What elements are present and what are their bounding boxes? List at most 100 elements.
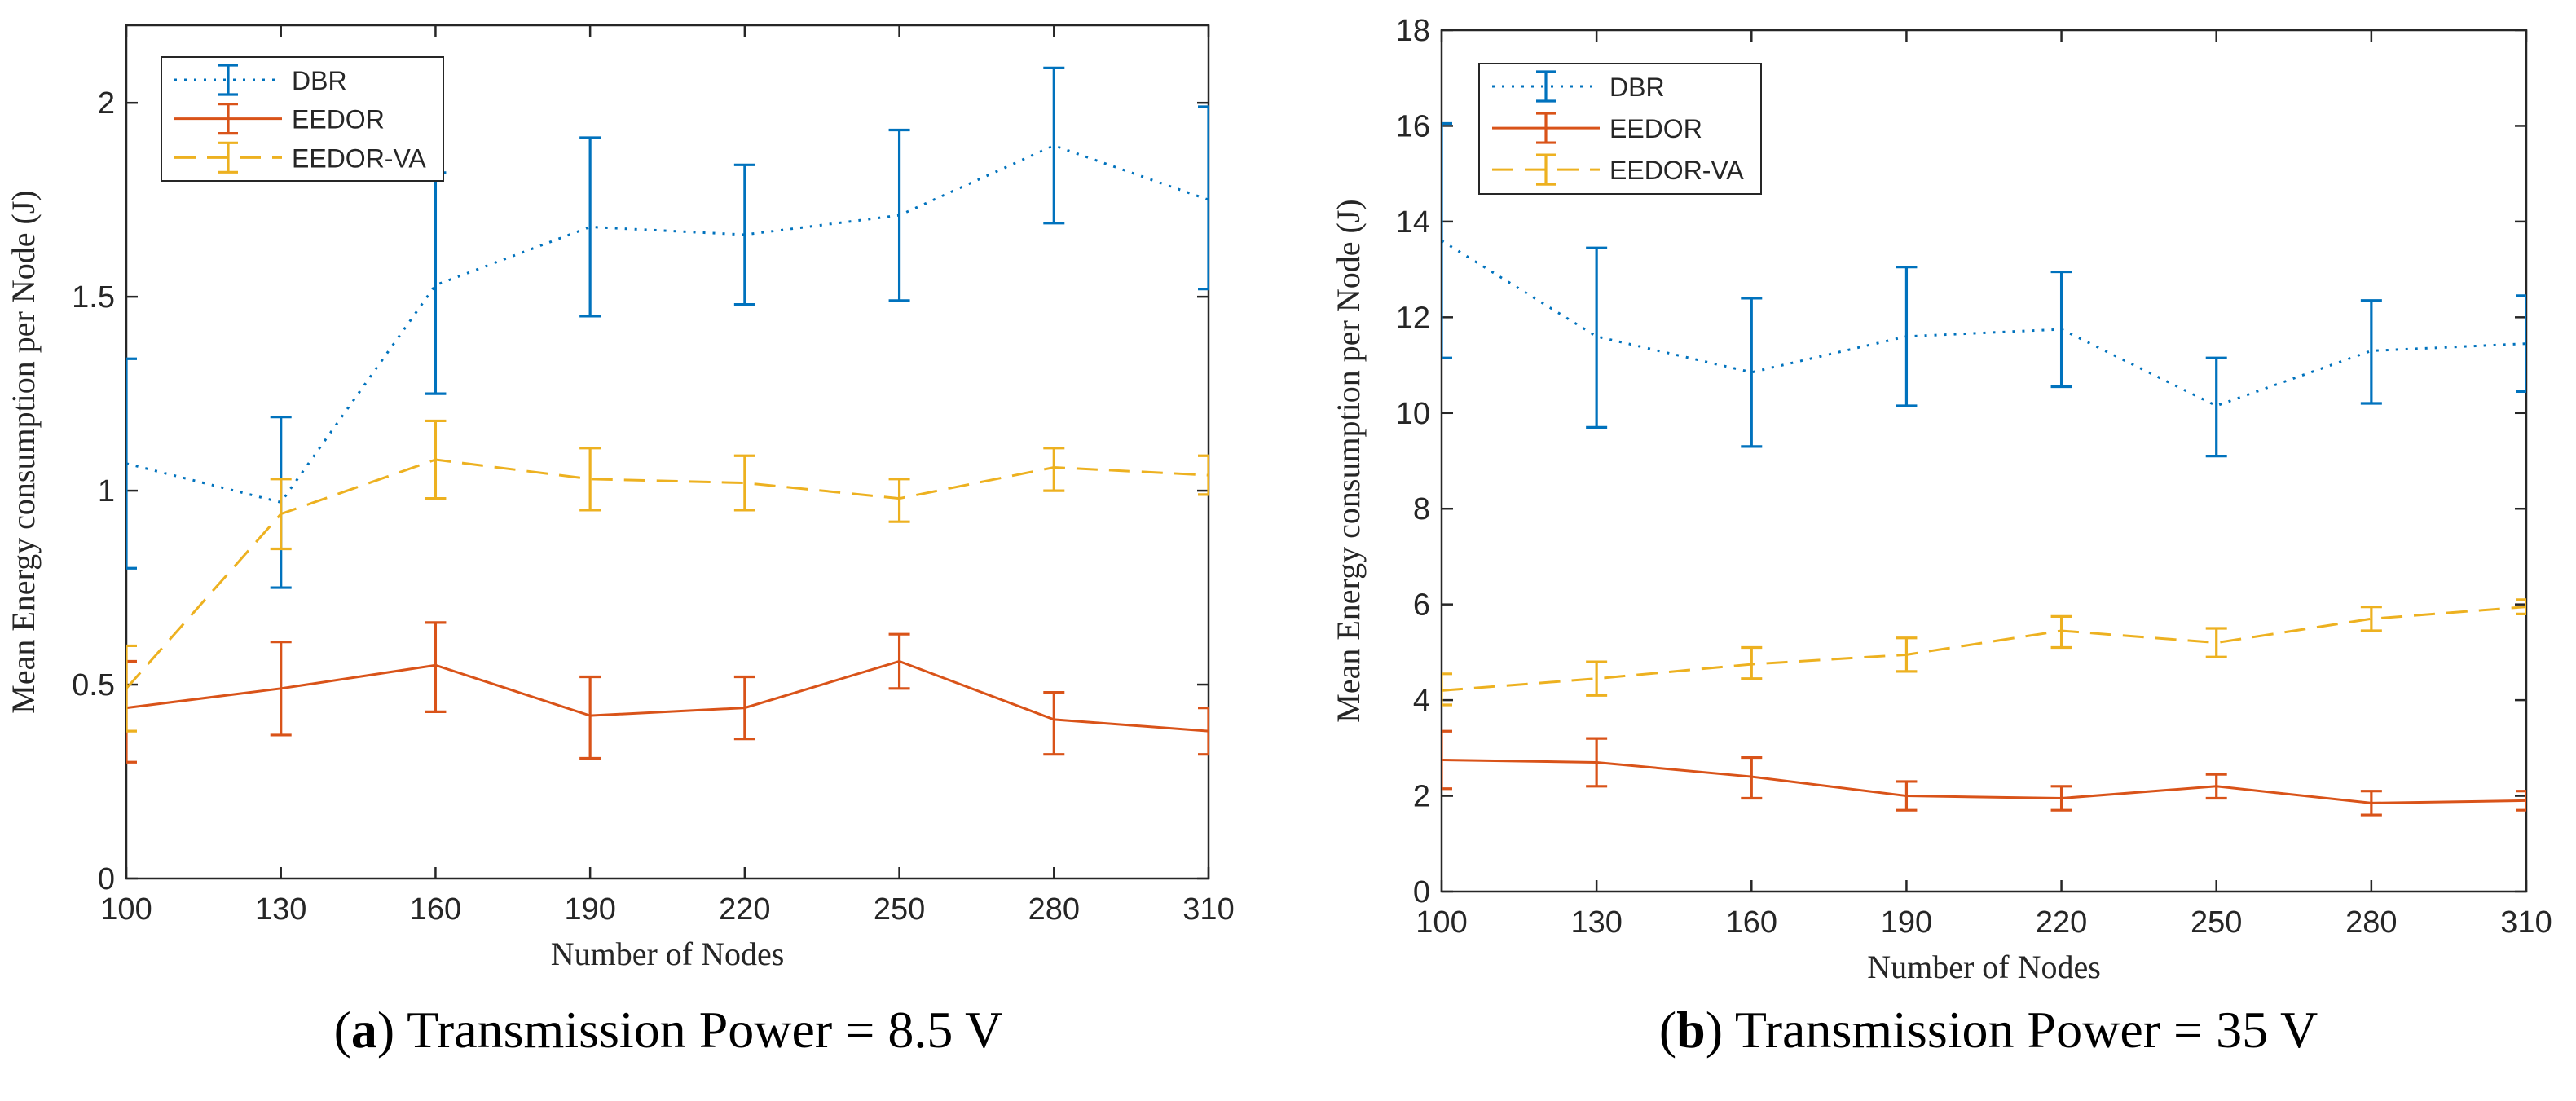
error-bar (1741, 755, 1763, 800)
error-bar (2360, 299, 2382, 405)
x-tick-label: 160 (410, 892, 461, 927)
y-tick-label: 4 (1413, 684, 1430, 718)
error-bar (1442, 672, 1452, 707)
error-bar (1896, 266, 1918, 407)
error-bar (888, 478, 910, 523)
error-bar (1198, 706, 1209, 756)
error-bar (126, 659, 137, 764)
caption-letter: b (1676, 1001, 1706, 1059)
caption-text: Transmission Power = 8.5 V (394, 1001, 1002, 1059)
error-bar (1896, 780, 1918, 812)
error-bar (2516, 598, 2526, 616)
error-bar (1896, 636, 1918, 673)
legend: DBR EEDOR EEDOR-VA (161, 56, 444, 182)
caption-paren-open: ( (1659, 1001, 1676, 1059)
error-bar (1043, 66, 1065, 225)
legend-label: DBR (292, 66, 347, 95)
y-tick-label: 0 (98, 862, 115, 896)
error-bar (2050, 614, 2072, 650)
legend-item: DBR (1492, 70, 1665, 103)
caption-paren-close: ) (377, 1001, 394, 1059)
error-bar (270, 641, 292, 737)
x-tick-label: 220 (2036, 905, 2087, 940)
error-bar (1043, 690, 1065, 756)
error-bar (2205, 627, 2227, 658)
error-bar (1442, 121, 1452, 359)
error-bar (1586, 246, 1608, 429)
error-bar (1442, 729, 1452, 791)
caption-paren-close: ) (1706, 1001, 1723, 1059)
legend-label: EEDOR (1609, 114, 1702, 143)
y-tick-label: 12 (1396, 301, 1430, 335)
chart-panel-b: 100 130 160 190 220 250 280 310 0 2 4 6 8 10 12 14 16 18 N… (1330, 14, 2552, 1059)
error-bar (888, 128, 910, 302)
error-bar (2205, 356, 2227, 458)
y-axis-label: Mean Energy consumption per Node (J) (1330, 199, 1367, 722)
x-tick-label: 310 (2500, 905, 2552, 940)
error-bar (1043, 447, 1065, 492)
series-group (126, 66, 1209, 764)
y-tick-label: 18 (1396, 14, 1430, 48)
error-bar (425, 621, 447, 713)
y-tick-label: 10 (1396, 397, 1430, 431)
y-tick-label: 6 (1413, 588, 1430, 623)
series-line-eedor (126, 659, 1209, 733)
x-tick-label: 220 (719, 892, 770, 927)
error-bar (1198, 105, 1209, 291)
x-tick-label: 250 (874, 892, 925, 927)
series-line-eedor-va (126, 458, 1209, 689)
error-bar (733, 163, 755, 306)
chart-panel-a: 100 130 160 190 220 250 280 310 0 0.5 1 1.5 2 Number … (5, 24, 1235, 1059)
series-line-eedor-va (1442, 606, 2526, 692)
error-bar (2205, 773, 2227, 800)
error-bar (126, 644, 137, 733)
y-axis-label: Mean Energy consumption per Node (J) (5, 190, 42, 713)
y-tick-label: 0.5 (72, 668, 115, 702)
error-bar (1586, 660, 1608, 697)
error-bar (1741, 645, 1763, 680)
x-tick-label: 280 (2345, 905, 2397, 940)
x-tick-label: 100 (100, 892, 152, 927)
y-tick-label: 16 (1396, 109, 1430, 143)
x-tick-label: 190 (1881, 905, 1932, 940)
error-bar (126, 357, 137, 570)
legend-label: EEDOR-VA (292, 143, 426, 173)
error-bar (1741, 297, 1763, 448)
legend-label: EEDOR-VA (1609, 156, 1744, 185)
legend: DBR EEDOR EEDOR-VA (1478, 63, 1762, 195)
error-bar (1198, 454, 1209, 496)
x-tick-label: 130 (255, 892, 306, 927)
error-bar (2050, 785, 2072, 812)
x-tick-label: 130 (1570, 905, 1622, 940)
y-tick-label: 0 (1413, 875, 1430, 909)
caption-text: Transmission Power = 35 V (1723, 1001, 2318, 1059)
y-tick-label: 2 (1413, 780, 1430, 814)
x-axis-label: Number of Nodes (551, 936, 785, 972)
caption-letter: a (351, 1001, 377, 1059)
x-tick-label: 310 (1182, 892, 1234, 927)
error-bar (579, 447, 601, 512)
legend-item: EEDOR-VA (174, 141, 426, 174)
error-bar (425, 419, 447, 500)
x-tick-label: 280 (1028, 892, 1080, 927)
panel-caption: (a) Transmission Power = 8.5 V (334, 1001, 1003, 1059)
error-bar (2360, 790, 2382, 817)
error-bar (2516, 294, 2526, 393)
y-tick-label: 14 (1396, 205, 1430, 240)
error-bar (2516, 790, 2526, 812)
error-bar (579, 675, 601, 760)
error-bar (2360, 606, 2382, 632)
y-tick-label: 8 (1413, 492, 1430, 526)
panel-caption: (b) Transmission Power = 35 V (1659, 1001, 2318, 1059)
y-tick-label: 1 (98, 474, 115, 509)
legend-label: DBR (1609, 73, 1665, 102)
series-group (1442, 121, 2526, 817)
legend-item: EEDOR (174, 103, 385, 135)
series-line-eedor (1442, 759, 2526, 804)
y-tick-label: 1.5 (72, 280, 115, 315)
error-bar (733, 675, 755, 741)
error-bar (2050, 270, 2072, 389)
error-bar (579, 136, 601, 318)
x-tick-label: 160 (1726, 905, 1777, 940)
